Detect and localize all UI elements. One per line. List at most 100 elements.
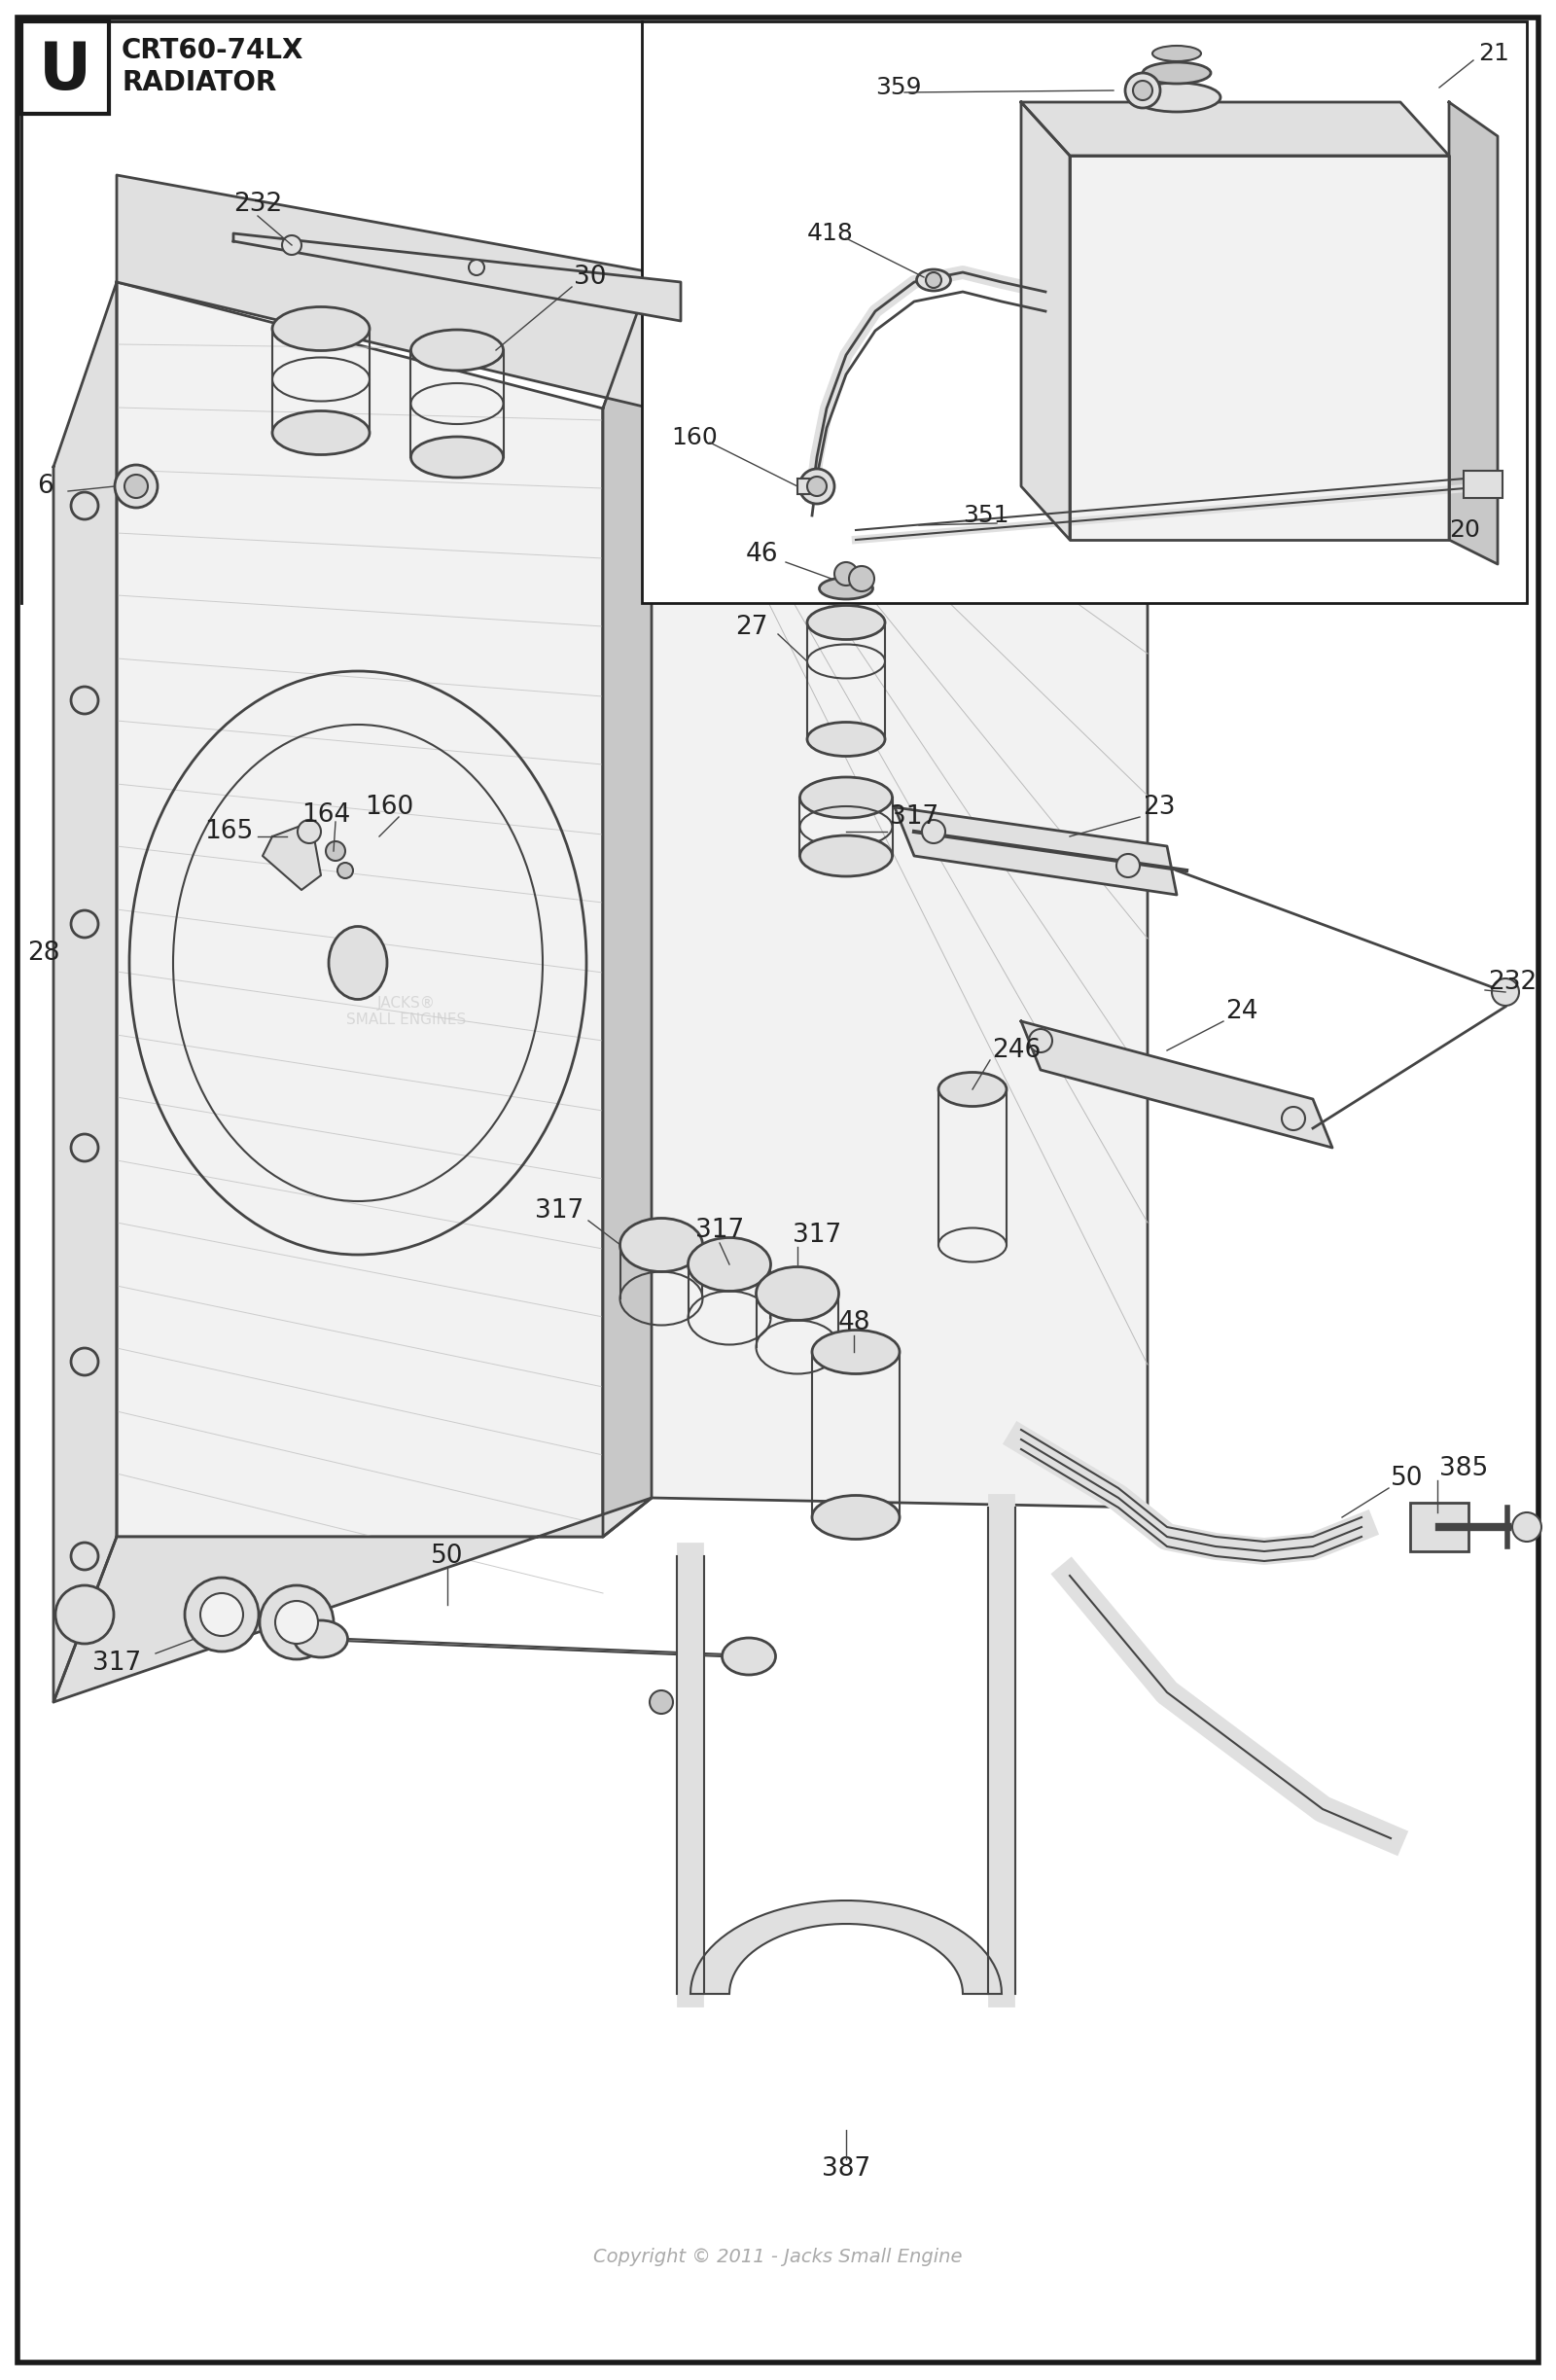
Circle shape bbox=[1117, 854, 1139, 878]
Ellipse shape bbox=[820, 578, 873, 600]
Circle shape bbox=[1512, 1511, 1542, 1542]
Circle shape bbox=[72, 1347, 98, 1376]
Circle shape bbox=[1133, 81, 1153, 100]
Circle shape bbox=[1029, 1028, 1052, 1052]
Text: 359: 359 bbox=[874, 76, 921, 100]
Text: 24: 24 bbox=[1226, 1000, 1257, 1023]
Polygon shape bbox=[1021, 102, 1071, 540]
Bar bbox=[797, 478, 817, 495]
Circle shape bbox=[56, 1585, 114, 1645]
Polygon shape bbox=[233, 233, 682, 321]
Polygon shape bbox=[604, 271, 652, 1537]
Circle shape bbox=[72, 1135, 98, 1161]
Text: 232: 232 bbox=[1488, 969, 1537, 995]
Text: 387: 387 bbox=[822, 2156, 870, 2182]
Text: 160: 160 bbox=[671, 426, 717, 450]
Circle shape bbox=[124, 474, 148, 497]
Text: 317: 317 bbox=[535, 1197, 584, 1223]
Polygon shape bbox=[294, 1640, 775, 1656]
Text: 50: 50 bbox=[1391, 1466, 1424, 1490]
Ellipse shape bbox=[1133, 83, 1220, 112]
Bar bbox=[22, 21, 109, 114]
Text: 20: 20 bbox=[1449, 519, 1480, 543]
Circle shape bbox=[297, 821, 321, 843]
Ellipse shape bbox=[619, 1219, 703, 1271]
Circle shape bbox=[926, 271, 941, 288]
Text: 21: 21 bbox=[1478, 43, 1509, 64]
Polygon shape bbox=[604, 271, 1148, 1537]
Circle shape bbox=[185, 1578, 258, 1652]
Ellipse shape bbox=[411, 331, 503, 371]
Ellipse shape bbox=[272, 307, 370, 350]
Text: 317: 317 bbox=[890, 804, 938, 831]
Text: 30: 30 bbox=[574, 264, 607, 290]
Circle shape bbox=[1282, 1107, 1305, 1130]
Ellipse shape bbox=[916, 269, 951, 290]
Text: 165: 165 bbox=[204, 819, 252, 845]
Ellipse shape bbox=[812, 1330, 899, 1373]
Polygon shape bbox=[1021, 102, 1449, 155]
Polygon shape bbox=[1071, 155, 1449, 540]
Circle shape bbox=[468, 259, 484, 276]
Text: 160: 160 bbox=[364, 795, 414, 821]
Polygon shape bbox=[895, 807, 1176, 895]
Text: 385: 385 bbox=[1439, 1457, 1488, 1480]
Polygon shape bbox=[1449, 102, 1497, 564]
Bar bbox=[643, 21, 1526, 602]
Circle shape bbox=[275, 1602, 317, 1645]
Circle shape bbox=[338, 862, 353, 878]
Circle shape bbox=[808, 476, 826, 495]
Text: 27: 27 bbox=[736, 614, 769, 640]
Polygon shape bbox=[1021, 1021, 1332, 1147]
Circle shape bbox=[325, 840, 345, 862]
Circle shape bbox=[201, 1592, 243, 1635]
Ellipse shape bbox=[328, 926, 387, 1000]
Circle shape bbox=[921, 821, 946, 843]
Ellipse shape bbox=[808, 721, 885, 757]
Ellipse shape bbox=[800, 778, 892, 819]
Circle shape bbox=[260, 1585, 333, 1659]
Text: Copyright © 2011 - Jacks Small Engine: Copyright © 2011 - Jacks Small Engine bbox=[593, 2247, 963, 2266]
Ellipse shape bbox=[938, 1073, 1007, 1107]
Circle shape bbox=[834, 562, 857, 585]
Bar bbox=[1410, 1502, 1469, 1552]
Polygon shape bbox=[53, 283, 117, 1702]
Polygon shape bbox=[263, 821, 321, 890]
Polygon shape bbox=[53, 1497, 652, 1702]
Circle shape bbox=[115, 464, 157, 507]
Circle shape bbox=[72, 912, 98, 938]
Ellipse shape bbox=[722, 1637, 775, 1676]
Text: 232: 232 bbox=[233, 193, 282, 217]
Text: 23: 23 bbox=[1142, 795, 1175, 821]
Text: 48: 48 bbox=[837, 1309, 870, 1335]
Ellipse shape bbox=[756, 1266, 839, 1321]
Text: 46: 46 bbox=[745, 543, 778, 566]
Circle shape bbox=[72, 688, 98, 714]
Circle shape bbox=[72, 1542, 98, 1571]
Bar bbox=[1464, 471, 1503, 497]
Text: 317: 317 bbox=[696, 1219, 744, 1242]
Circle shape bbox=[72, 493, 98, 519]
Ellipse shape bbox=[688, 1238, 770, 1292]
Text: 6: 6 bbox=[37, 474, 53, 500]
Circle shape bbox=[1492, 978, 1519, 1007]
Circle shape bbox=[650, 1690, 672, 1714]
Ellipse shape bbox=[411, 436, 503, 478]
Circle shape bbox=[282, 236, 302, 255]
Text: 246: 246 bbox=[993, 1038, 1041, 1064]
Ellipse shape bbox=[272, 412, 370, 455]
Circle shape bbox=[850, 566, 874, 590]
Text: 28: 28 bbox=[28, 940, 59, 966]
Text: 317: 317 bbox=[792, 1223, 842, 1247]
Text: 164: 164 bbox=[302, 802, 350, 828]
Text: JACKS®
SMALL ENGINES: JACKS® SMALL ENGINES bbox=[347, 995, 467, 1028]
Polygon shape bbox=[117, 283, 604, 1537]
Ellipse shape bbox=[1153, 45, 1201, 62]
Circle shape bbox=[1125, 74, 1161, 107]
Text: RADIATOR: RADIATOR bbox=[121, 69, 277, 95]
Text: 351: 351 bbox=[963, 505, 1008, 526]
Ellipse shape bbox=[1142, 62, 1211, 83]
Polygon shape bbox=[117, 176, 652, 409]
Text: 317: 317 bbox=[92, 1652, 142, 1676]
Circle shape bbox=[800, 469, 834, 505]
